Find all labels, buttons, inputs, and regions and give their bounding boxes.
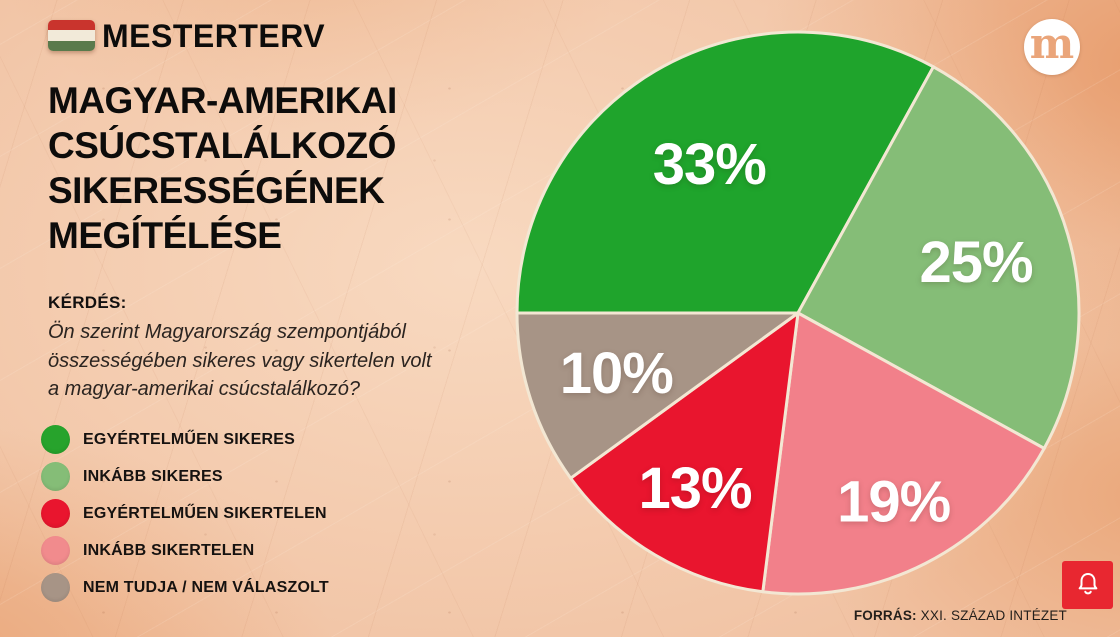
pie-label: 19%	[837, 470, 951, 535]
pie-slice-3	[761, 311, 1046, 596]
legend-item-4: INKÁBB SIKERTELEN	[41, 536, 329, 565]
channel-logo: m	[1024, 19, 1080, 75]
source-text: XXI. SZÁZAD INTÉZET	[916, 608, 1067, 623]
page-title: MAGYAR-AMERIKAI CSÚCSTALÁLKOZÓ SIKERESSÉ…	[48, 80, 397, 256]
flag-stripe-green	[48, 40, 95, 51]
pie-slice-1	[515, 30, 935, 315]
legend-label: INKÁBB SIKERTELEN	[83, 541, 255, 559]
legend-label: EGYÉRTELMŰEN SIKERES	[83, 430, 296, 448]
legend-swatch-icon	[41, 425, 70, 454]
legend-label: NEM TUDJA / NEM VÁLASZOLT	[83, 578, 329, 596]
pie-slice-5	[515, 311, 800, 480]
legend-swatch-icon	[41, 462, 70, 491]
pie-slice-2	[796, 65, 1081, 450]
logo-m-icon: m	[1029, 19, 1075, 68]
flag-stripe-red	[48, 20, 95, 31]
legend-label: INKÁBB SIKERES	[83, 467, 223, 485]
legend-swatch-icon	[41, 573, 70, 602]
legend-swatch-icon	[41, 499, 70, 528]
bell-icon	[1078, 573, 1097, 595]
legend-item-5: NEM TUDJA / NEM VÁLASZOLT	[41, 573, 329, 602]
pie-label: 25%	[920, 230, 1034, 295]
legend-item-1: EGYÉRTELMŰEN SIKERES	[41, 425, 329, 454]
legend-item-2: INKÁBB SIKERES	[41, 462, 329, 491]
pie-slice-4	[569, 311, 800, 594]
source-label: FORRÁS:	[853, 608, 917, 623]
legend: EGYÉRTELMŰEN SIKERES INKÁBB SIKERES EGYÉRT…	[41, 425, 329, 610]
flag-stripe-white	[48, 30, 95, 41]
hungarian-flag-icon	[48, 20, 95, 51]
pie-label: 13%	[638, 456, 752, 521]
brand-title: MESTERTERV	[102, 18, 326, 54]
pie-chart: 33% 25% 19% 13% 10%	[515, 30, 1081, 596]
pie-label: 33%	[653, 132, 767, 197]
question-text: Ön szerint Magyarország szempontjából ös…	[48, 321, 432, 400]
legend-swatch-icon	[41, 536, 70, 565]
question-label: KÉRDÉS:	[48, 293, 127, 312]
pie-label: 10%	[560, 341, 674, 406]
legend-item-3: EGYÉRTELMŰEN SIKERTELEN	[41, 499, 329, 528]
source-line: FORRÁS: XXI. SZÁZAD INTÉZET	[854, 608, 1067, 623]
notification-bell-button[interactable]	[1062, 561, 1113, 609]
legend-label: EGYÉRTELMŰEN SIKERTELEN	[83, 504, 327, 522]
